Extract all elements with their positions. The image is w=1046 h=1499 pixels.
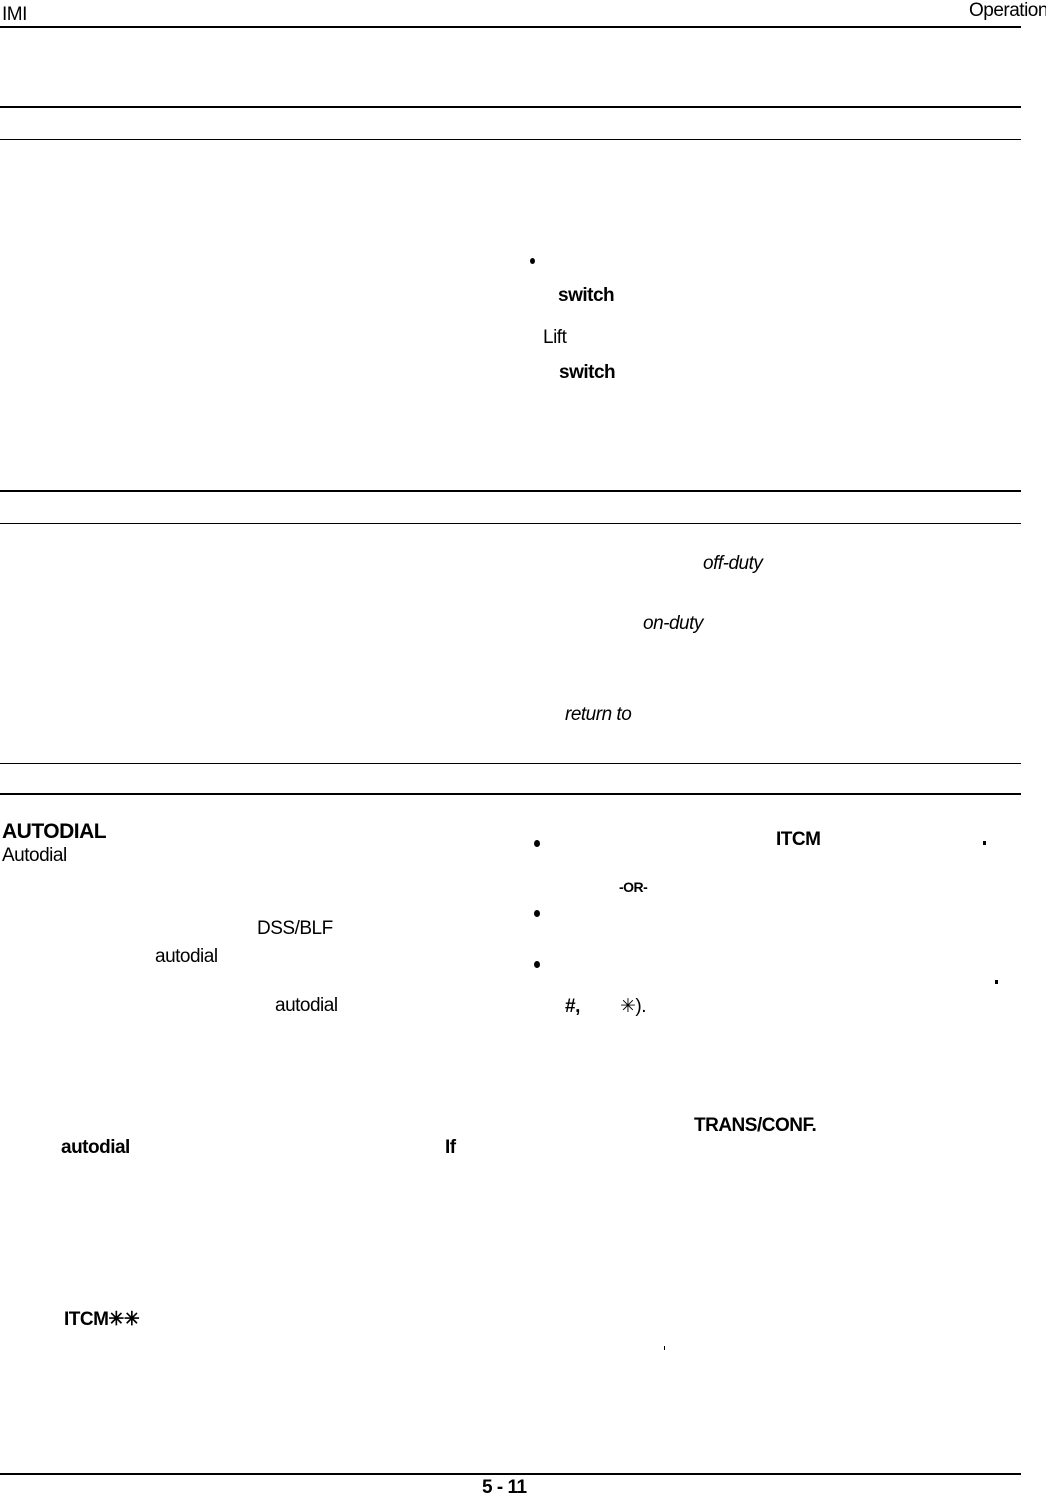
header-right: Operation: [969, 0, 1046, 21]
text-dss-blf: DSS/BLF: [257, 918, 333, 939]
section-rule: [0, 490, 1021, 492]
text-trans-conf: TRANS/CONF.: [694, 1115, 817, 1136]
text-itcm: ITCM: [776, 829, 821, 850]
stray-mark: [664, 1346, 665, 1350]
header-left: IMI: [2, 4, 27, 25]
section-rule: [0, 793, 1021, 795]
bullet: [530, 258, 535, 264]
bullet: [534, 910, 540, 917]
section-rule: [0, 523, 1021, 524]
section-rule: [0, 106, 1021, 108]
section-rule: [0, 139, 1021, 140]
text-autodial: autodial: [275, 995, 338, 1016]
autodial-heading: AUTODIAL: [2, 820, 107, 843]
bullet: [534, 961, 540, 968]
text-itcm-stars: ITCM✳✳: [64, 1309, 140, 1330]
text-off-duty: off-duty: [703, 553, 763, 574]
text-on-duty: on-duty: [643, 613, 703, 634]
text-switch: switch: [558, 285, 615, 306]
section-rule: [0, 763, 1021, 764]
period-mark: [983, 841, 986, 845]
period-mark: [995, 980, 998, 984]
page-number: 5 - 11: [482, 1477, 527, 1498]
header-rule: [0, 26, 1021, 28]
text-or: -OR-: [619, 879, 648, 895]
text-autodial: autodial: [61, 1137, 130, 1158]
text-return-to: return to: [565, 704, 632, 725]
text-if: If: [445, 1137, 456, 1158]
footer-rule: [0, 1473, 1021, 1475]
text-autodial: autodial: [155, 946, 218, 967]
text-star-paren: ✳).: [620, 996, 647, 1017]
bullet: [534, 840, 540, 847]
text-lift: Lift: [543, 327, 567, 348]
text-hash: #,: [565, 996, 580, 1017]
text-switch: switch: [559, 362, 616, 383]
autodial-subheading: Autodial: [2, 845, 67, 866]
